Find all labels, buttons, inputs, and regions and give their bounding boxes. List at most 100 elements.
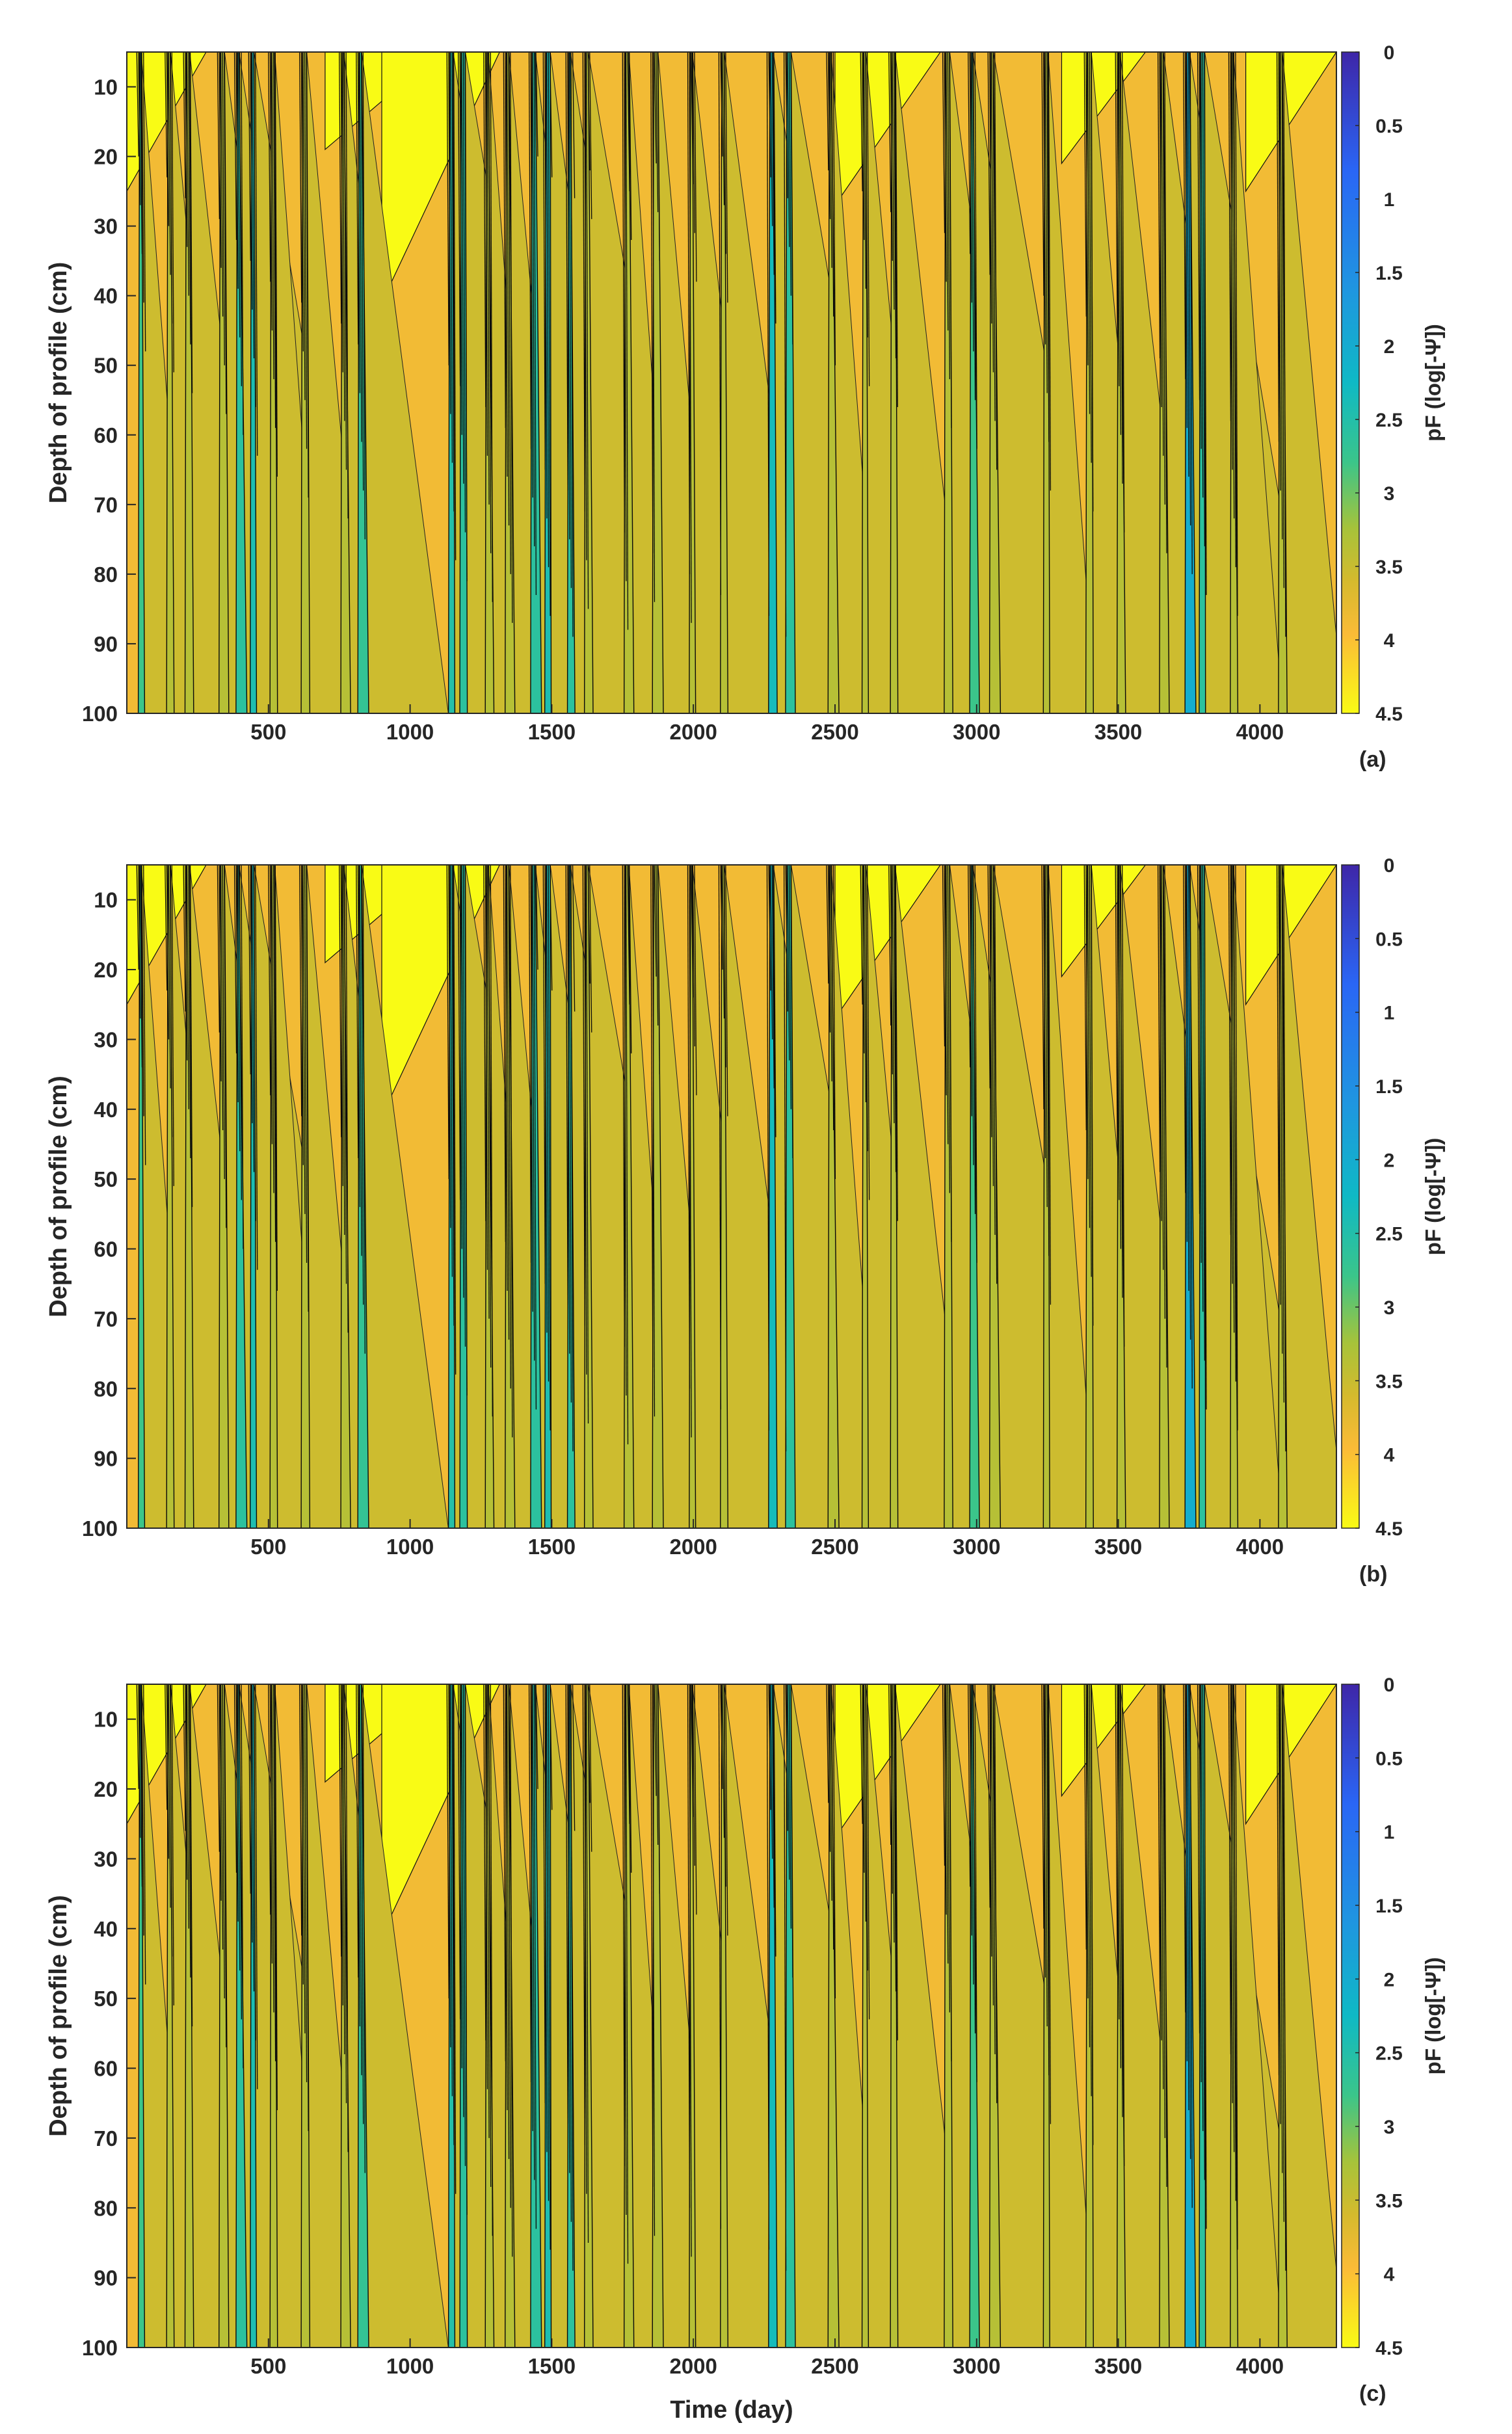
contour-line xyxy=(168,52,171,275)
contour-line xyxy=(829,52,832,268)
contour-line xyxy=(1120,1684,1123,2117)
x-tick-label: 3500 xyxy=(1094,2354,1142,2378)
contour-line xyxy=(1157,52,1161,359)
contour-line xyxy=(339,52,342,324)
contour-line xyxy=(1118,865,1122,1249)
contour-line xyxy=(862,52,865,241)
contour-line xyxy=(484,865,488,1270)
contour-line xyxy=(356,865,359,1158)
contour-line xyxy=(942,865,946,1047)
contour-line xyxy=(787,865,790,1061)
colorbar-tick-label: 3 xyxy=(1384,1297,1395,1319)
contour-line xyxy=(1044,52,1048,393)
contour-line xyxy=(1199,865,1202,1263)
contour-line xyxy=(1161,52,1164,456)
contour-line xyxy=(1187,865,1191,1340)
contour-line xyxy=(587,865,590,984)
colorbar-tick-label: 0 xyxy=(1384,42,1395,64)
contour-line xyxy=(486,52,490,505)
contour-line xyxy=(306,1684,309,2132)
contour-line xyxy=(946,865,949,1144)
contour-line xyxy=(457,52,461,386)
contour-line xyxy=(890,1684,894,1894)
contour-line xyxy=(994,865,998,1284)
contour-line xyxy=(783,52,787,637)
wet-event xyxy=(566,52,576,713)
contour-line xyxy=(362,1684,365,2173)
contour-line xyxy=(768,1684,771,1810)
contour-line xyxy=(787,1684,790,1880)
contour-line xyxy=(233,1684,237,1873)
wet-event xyxy=(944,52,953,713)
contour-line xyxy=(1044,1684,1048,2027)
contour-line xyxy=(1115,865,1118,1152)
contour-line xyxy=(720,1684,723,1790)
contour-line xyxy=(1202,52,1206,547)
contour-line xyxy=(302,1684,306,2033)
contour-line xyxy=(650,1684,654,2188)
contour-line xyxy=(1184,865,1188,1242)
colorbar-tick-label: 4 xyxy=(1384,2264,1395,2286)
contour-line xyxy=(183,52,186,198)
contour-line xyxy=(1161,865,1164,1270)
contour-line xyxy=(944,1684,947,1915)
contour-line xyxy=(357,865,361,1208)
contour-line xyxy=(721,1684,725,1838)
contour-line xyxy=(532,1684,535,2180)
colorbar-tick-label: 1 xyxy=(1384,189,1395,211)
colorbar-tick-label: 0.5 xyxy=(1375,116,1403,137)
contour-line xyxy=(464,865,468,1396)
contour-line xyxy=(1278,52,1281,491)
contour-line xyxy=(949,865,952,1242)
contour-line xyxy=(1046,865,1050,1256)
contour-line xyxy=(587,1684,590,1803)
contour-line xyxy=(865,1684,868,1971)
y-axis-label: Depth of profile (cm) xyxy=(45,1076,72,1317)
contour-line xyxy=(785,1684,788,1831)
contour-line xyxy=(168,1684,171,1908)
x-axis-label: Time (day) xyxy=(670,2396,793,2424)
y-tick-label: 50 xyxy=(94,1987,118,2011)
contour-line xyxy=(1087,52,1091,414)
dry-zone xyxy=(1245,1684,1336,1825)
contour-line xyxy=(971,52,974,352)
contour-line xyxy=(143,52,146,352)
contour-line xyxy=(188,52,191,345)
contour-line xyxy=(533,1684,537,2229)
contour-line xyxy=(339,1684,342,1957)
contour-line xyxy=(946,52,949,331)
contour-line xyxy=(1089,1684,1092,2097)
x-tick-label: 3000 xyxy=(953,720,1000,744)
contour-line xyxy=(1189,1684,1193,2208)
contour-line xyxy=(488,52,492,553)
contour-line xyxy=(343,1684,347,2104)
contour-line xyxy=(253,865,256,1221)
contour-line xyxy=(166,865,170,1040)
colorbar-tick-label: 0 xyxy=(1384,855,1395,877)
contour-line xyxy=(141,865,144,1117)
contour-line xyxy=(721,865,725,1019)
contour-line xyxy=(627,1684,630,1824)
contour-line xyxy=(165,865,168,991)
y-tick-label: 50 xyxy=(94,1167,118,1191)
contour-line xyxy=(250,1684,253,1943)
contour-line xyxy=(255,1684,258,2089)
contour-line xyxy=(832,1684,836,1999)
contour-line xyxy=(1162,1684,1166,2138)
contour-line xyxy=(251,52,255,359)
contour-line xyxy=(1186,865,1189,1291)
contour-line xyxy=(1087,1684,1091,2048)
contour-line xyxy=(1162,52,1166,505)
contour-line xyxy=(694,865,697,1096)
contour-line xyxy=(484,1684,488,2089)
contour-line xyxy=(949,52,952,429)
contour-line xyxy=(627,865,630,1005)
contour-line xyxy=(453,52,457,561)
colorbar-tick-label: 1 xyxy=(1384,1003,1395,1024)
contour-line xyxy=(233,52,237,241)
contour-line xyxy=(136,865,139,970)
x-tick-label: 4000 xyxy=(1236,2354,1284,2378)
contour-line xyxy=(448,52,451,414)
contour-line xyxy=(826,52,829,171)
y-tick-label: 20 xyxy=(94,1777,118,1801)
